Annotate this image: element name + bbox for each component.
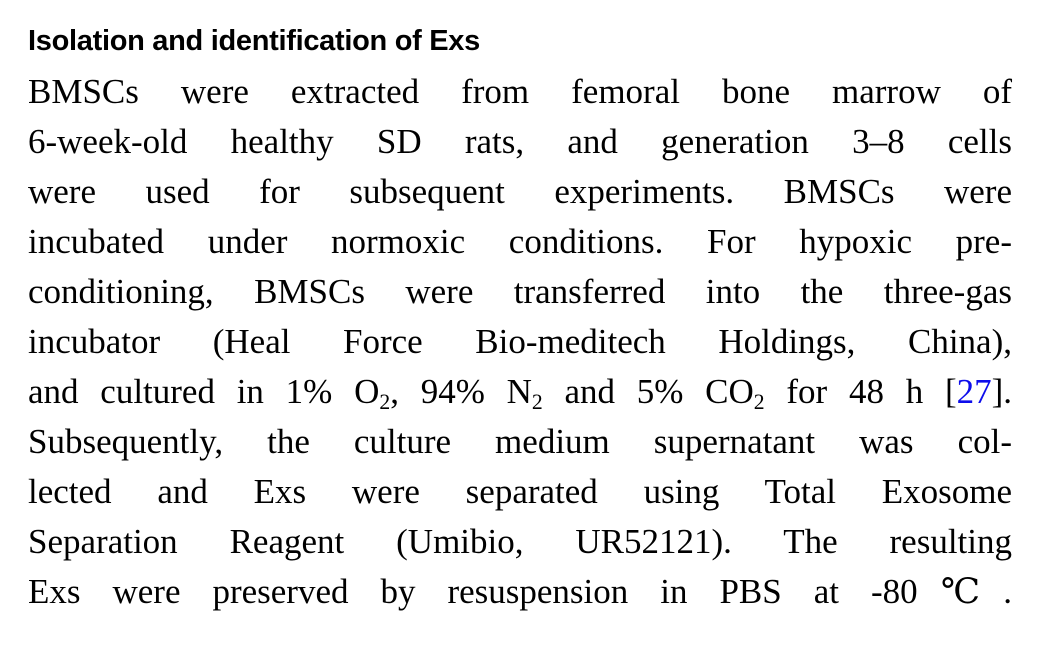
paragraph-line: Separation Reagent (Umibio, UR52121). Th… <box>28 517 1012 567</box>
text-segment: Exs were preserved by resuspension in PB… <box>28 572 1012 611</box>
text-segment: 6-week-old healthy SD rats, and generati… <box>28 122 1012 161</box>
text-segment: incubated under normoxic conditions. For… <box>28 222 1012 261</box>
paragraph-line: incubator (Heal Force Bio-meditech Holdi… <box>28 317 1012 367</box>
text-segment: were used for subsequent experiments. BM… <box>28 172 1012 211</box>
section-heading: Isolation and identification of Exs <box>28 25 480 57</box>
text-segment: BMSCs were extracted from femoral bone m… <box>28 72 1012 111</box>
text-segment: and cultured in 1% O <box>28 372 380 411</box>
paragraph-line: BMSCs were extracted from femoral bone m… <box>28 67 1012 117</box>
text-segment: Separation Reagent (Umibio, UR52121). Th… <box>28 522 1012 561</box>
paragraph: BMSCs were extracted from femoral bone m… <box>28 67 1012 617</box>
paragraph-line: conditioning, BMSCs were transferred int… <box>28 267 1012 317</box>
paragraph-line: and cultured in 1% O2, 94% N2 and 5% CO2… <box>28 367 1012 417</box>
text-segment: incubator (Heal Force Bio-meditech Holdi… <box>28 322 1012 361</box>
text-segment: conditioning, BMSCs were transferred int… <box>28 272 1012 311</box>
paragraph-line: Exs were preserved by resuspension in PB… <box>28 567 1012 617</box>
paragraph-line: were used for subsequent experiments. BM… <box>28 167 1012 217</box>
text-segment: for 48 h [ <box>764 372 957 411</box>
paragraph-line: Subsequently, the culture medium superna… <box>28 417 1012 467</box>
subscript-text: 2 <box>531 390 543 415</box>
subscript-text: 2 <box>753 390 765 415</box>
text-segment: , 94% N <box>390 372 532 411</box>
paragraph-line: 6-week-old healthy SD rats, and generati… <box>28 117 1012 167</box>
paragraph-line: incubated under normoxic conditions. For… <box>28 217 1012 267</box>
text-segment: Subsequently, the culture medium superna… <box>28 422 1012 461</box>
text-segment: lected and Exs were separated using Tota… <box>28 472 1012 511</box>
subscript-text: 2 <box>379 390 391 415</box>
text-segment: ]. <box>991 372 1013 411</box>
paragraph-line: lected and Exs were separated using Tota… <box>28 467 1012 517</box>
text-segment: and 5% CO <box>542 372 754 411</box>
citation-link[interactable]: 27 <box>956 372 992 411</box>
